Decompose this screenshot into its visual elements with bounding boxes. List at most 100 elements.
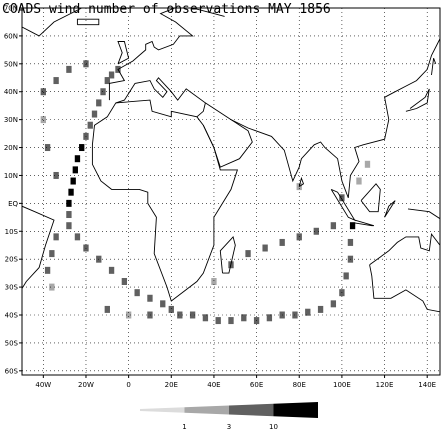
observation-cell xyxy=(100,88,106,96)
y-tick-label: 40N xyxy=(4,88,18,96)
colorbar-label: 3 xyxy=(227,423,231,431)
coastline xyxy=(219,235,236,274)
observation-cell xyxy=(364,160,371,168)
observation-cell xyxy=(74,155,81,163)
colorbar-label: 1 xyxy=(182,423,186,431)
coastline xyxy=(202,102,253,168)
observation-cell xyxy=(108,71,115,79)
observation-cell xyxy=(104,77,110,85)
y-tick-label: EQ xyxy=(8,200,18,208)
observation-cell xyxy=(74,233,81,241)
coastline xyxy=(384,200,396,218)
x-tick-label: 40E xyxy=(207,381,220,389)
coastline xyxy=(230,38,440,198)
observation-cell xyxy=(79,144,85,152)
y-tick-label: 50N xyxy=(4,60,18,68)
coastline xyxy=(360,183,381,213)
observation-cell xyxy=(317,305,324,313)
observation-cell xyxy=(343,272,349,280)
observation-cell xyxy=(83,60,89,68)
observation-cell xyxy=(66,199,72,207)
observation-cell xyxy=(305,308,311,316)
observation-cell xyxy=(70,177,76,185)
coastline xyxy=(108,8,225,101)
observation-cell xyxy=(349,222,356,230)
observation-cell xyxy=(68,188,74,196)
observation-cell xyxy=(91,110,98,118)
observation-cell xyxy=(72,166,78,174)
observation-cell xyxy=(330,300,337,308)
observation-cell xyxy=(121,278,128,285)
coastline xyxy=(22,205,55,290)
x-tick-label: 0 xyxy=(126,381,130,389)
colorbar-swatch xyxy=(184,405,229,415)
y-tick-label: 60N xyxy=(4,32,18,40)
y-tick-label: 60S xyxy=(5,367,19,375)
observation-cell xyxy=(160,300,166,308)
coastline xyxy=(76,18,100,26)
observation-cell xyxy=(49,283,55,291)
colorbar-swatch xyxy=(140,407,185,413)
coastline xyxy=(369,264,440,313)
colorbar-label: 10 xyxy=(269,423,278,431)
observation-cell xyxy=(356,177,362,185)
coastline xyxy=(298,176,305,187)
observation-cell xyxy=(330,222,337,230)
observation-cell xyxy=(40,116,46,124)
observation-cell xyxy=(147,294,153,302)
y-tick-label: 40S xyxy=(5,311,19,319)
y-tick-label: 10S xyxy=(5,228,19,236)
x-tick-label: 20E xyxy=(165,381,178,389)
observation-cell xyxy=(211,278,217,285)
coastlines xyxy=(22,8,440,313)
observation-cell xyxy=(44,144,51,152)
coastline xyxy=(117,41,130,65)
observation-cell xyxy=(53,233,59,241)
observation-cell xyxy=(215,317,221,325)
observation-cell xyxy=(241,314,247,322)
observation-cell xyxy=(66,222,72,230)
observation-cell xyxy=(108,266,115,274)
coastline xyxy=(354,219,375,227)
x-tick-label: 100E xyxy=(333,381,351,389)
observation-cell xyxy=(53,171,59,179)
coastline xyxy=(369,232,440,266)
observation-cell xyxy=(202,314,209,322)
coastline xyxy=(22,8,82,37)
x-tick-label: 20W xyxy=(78,381,94,389)
y-tick-label: 20N xyxy=(4,144,18,152)
x-tick-label: 40W xyxy=(35,381,51,389)
observation-cell xyxy=(279,238,285,246)
x-tick-label: 60E xyxy=(250,381,263,389)
observation-cell xyxy=(104,305,110,313)
x-tick-label: 80E xyxy=(293,381,306,389)
coastline xyxy=(405,88,430,112)
observation-cell xyxy=(347,238,354,246)
colorbar-swatch xyxy=(273,402,318,418)
y-tick-label: 10N xyxy=(4,172,18,180)
observation-cell xyxy=(189,311,196,319)
x-tick-label: 120E xyxy=(376,381,394,389)
coastline xyxy=(330,188,356,222)
observation-cell xyxy=(87,121,93,129)
x-tick-label: 140E xyxy=(418,381,436,389)
observation-cell xyxy=(40,88,46,96)
y-tick-label: 50S xyxy=(5,339,19,347)
observation-cell xyxy=(339,194,345,202)
y-tick-label: 70N xyxy=(4,5,18,13)
y-tick-label: 30N xyxy=(4,116,18,124)
observation-cell xyxy=(228,317,234,325)
coastline xyxy=(407,208,440,220)
observation-cell xyxy=(66,65,72,73)
observation-cell xyxy=(125,311,132,319)
observation-cell xyxy=(168,305,174,313)
coastline xyxy=(91,99,239,302)
coastline xyxy=(431,58,437,76)
y-tick-label: 20S xyxy=(5,256,19,264)
observation-cell xyxy=(49,250,55,258)
observation-cell xyxy=(262,244,268,252)
observation-cell xyxy=(66,211,72,219)
observation-cell xyxy=(44,266,51,274)
map-title: COADS wind number of observations MAY 18… xyxy=(2,2,331,17)
